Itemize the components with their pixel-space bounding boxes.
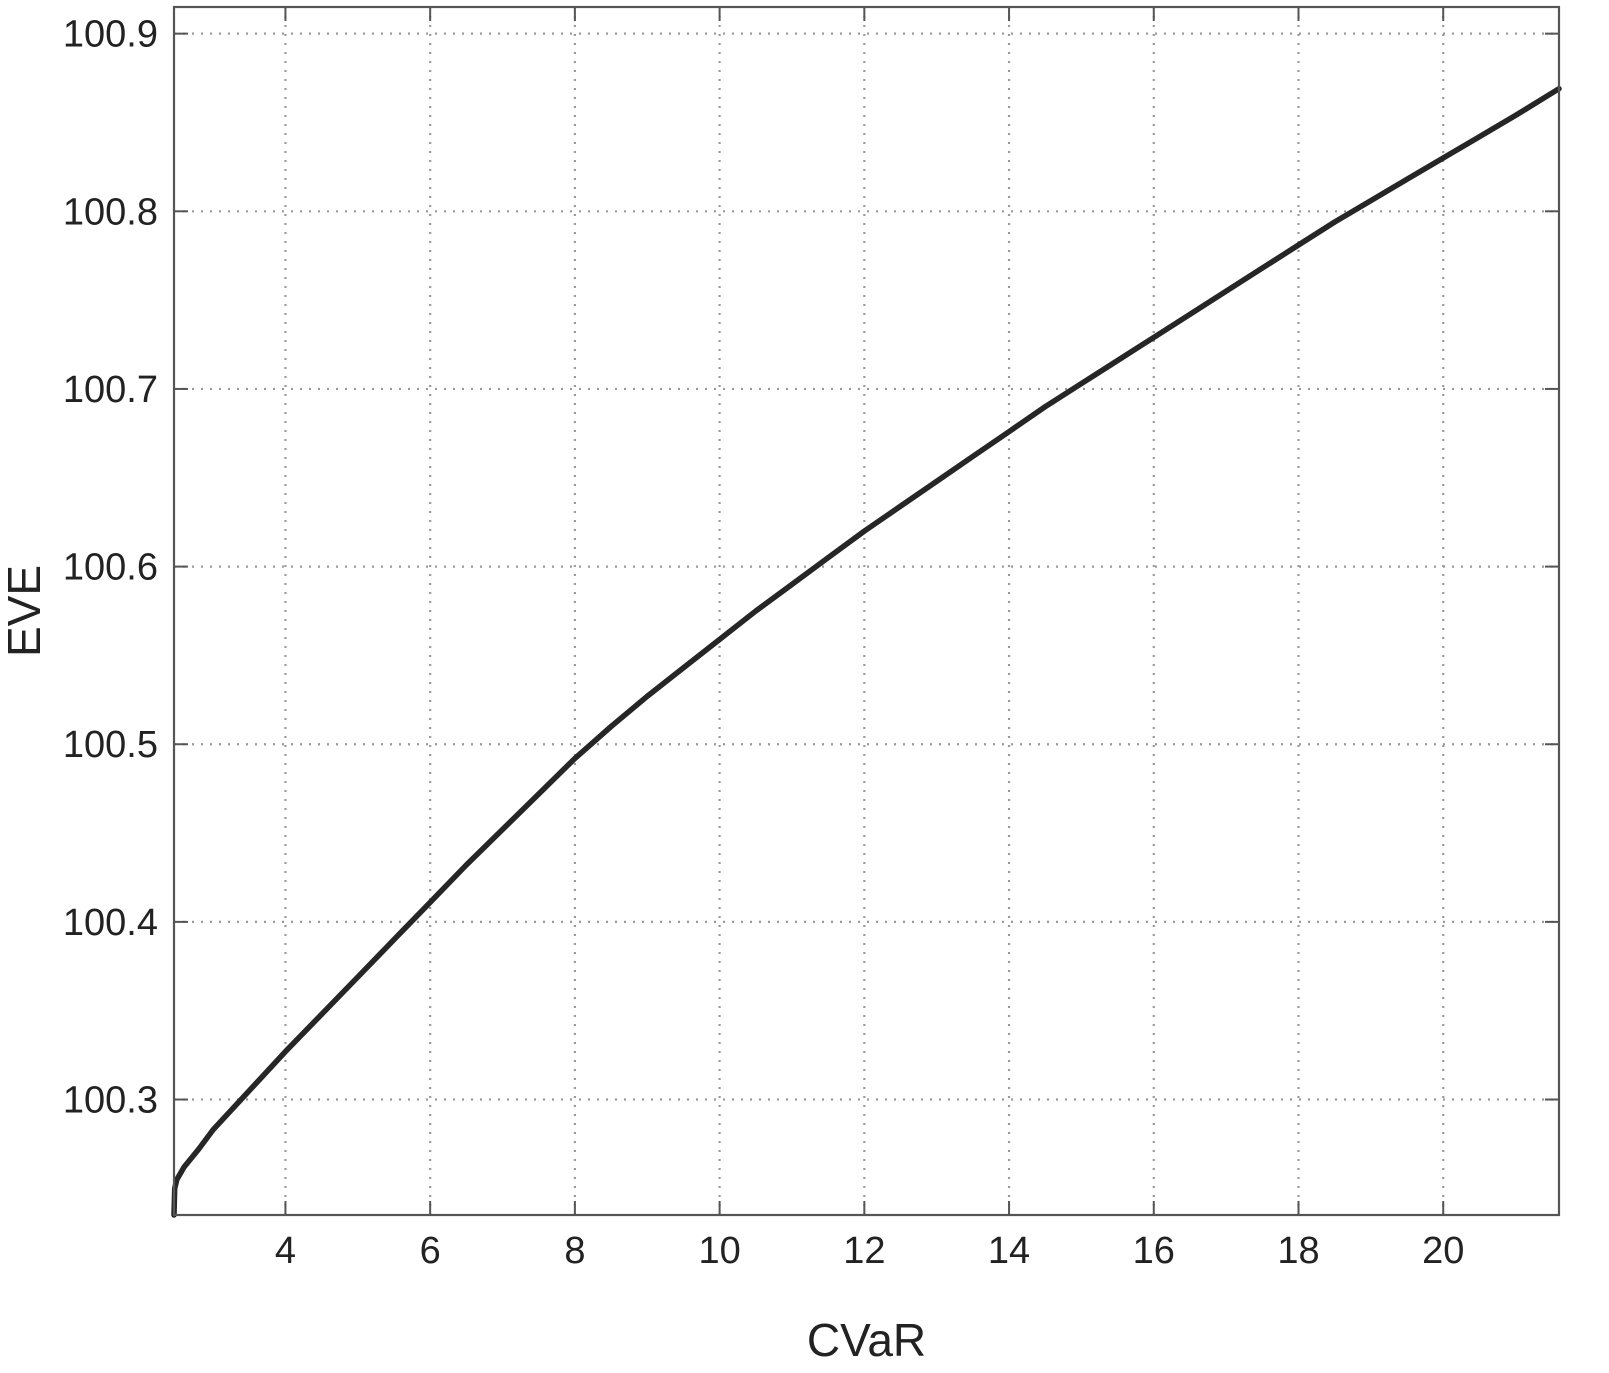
x-tick-label: 14 <box>988 1230 1030 1272</box>
ticks <box>174 7 1559 1215</box>
x-tick-label: 10 <box>698 1230 740 1272</box>
y-tick-label: 100.4 <box>63 902 158 944</box>
x-tick-label: 8 <box>564 1230 585 1272</box>
x-tick-label: 12 <box>843 1230 885 1272</box>
x-tick-label: 6 <box>420 1230 441 1272</box>
y-tick-label: 100.5 <box>63 724 158 766</box>
y-axis-label: EVE <box>0 565 50 657</box>
x-tick-labels: 4 6 8 10 12 14 16 18 20 <box>275 1230 1464 1272</box>
x-tick-label: 4 <box>275 1230 296 1272</box>
y-tick-label: 100.6 <box>63 547 158 589</box>
y-tick-label: 100.9 <box>63 14 158 56</box>
x-tick-label: 20 <box>1422 1230 1464 1272</box>
x-tick-label: 18 <box>1277 1230 1319 1272</box>
y-tick-label: 100.8 <box>63 191 158 233</box>
y-tick-label: 100.3 <box>63 1080 158 1122</box>
y-tick-label: 100.7 <box>63 369 158 411</box>
series <box>171 85 1562 1218</box>
x-axis-label: CVaR <box>807 1314 926 1366</box>
x-tick-label: 16 <box>1133 1230 1175 1272</box>
plot-frame <box>172 5 1561 1217</box>
grid <box>174 7 1559 1215</box>
y-tick-labels: 100.3 100.4 100.5 100.6 100.7 100.8 100.9 <box>63 14 158 1122</box>
series-line <box>171 85 1562 1218</box>
